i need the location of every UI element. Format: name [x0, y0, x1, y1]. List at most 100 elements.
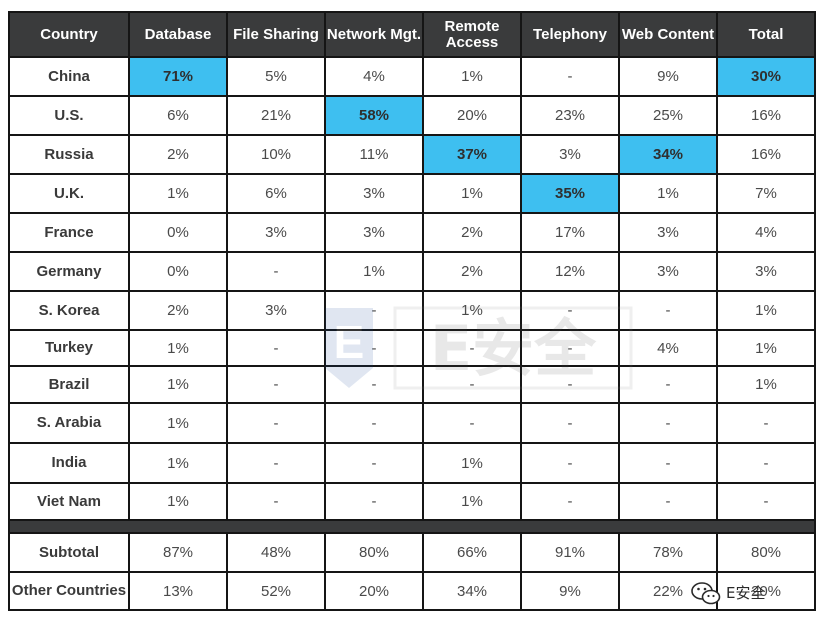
row-label: Viet Nam [10, 484, 128, 519]
table-cell: - [326, 404, 422, 442]
table-cell: - [522, 292, 618, 329]
summary-cell: 48% [228, 534, 324, 571]
summary-cell: 34% [424, 573, 520, 609]
table-cell: 20% [424, 97, 520, 134]
table-cell: - [326, 331, 422, 365]
table-cell: - [228, 331, 324, 365]
table-cell: 5% [228, 58, 324, 95]
table-cell: - [424, 367, 520, 402]
highlighted-cell: 34% [620, 136, 716, 173]
table-cell: - [522, 484, 618, 519]
table-cell: 4% [718, 214, 814, 251]
row-label: Germany [10, 253, 128, 290]
table-cell: 3% [522, 136, 618, 173]
table-cell: 2% [130, 292, 226, 329]
highlighted-cell: 37% [424, 136, 520, 173]
table-cell: 0% [130, 214, 226, 251]
column-header: Telephony [522, 13, 618, 56]
table-cell: - [326, 292, 422, 329]
table-cell: - [522, 404, 618, 442]
row-label: India [10, 444, 128, 482]
table-cell: 1% [130, 484, 226, 519]
table-cell: - [326, 444, 422, 482]
summary-cell: 9% [522, 573, 618, 609]
table-cell: 1% [130, 331, 226, 365]
highlighted-cell: 58% [326, 97, 422, 134]
table-cell: 2% [424, 214, 520, 251]
row-label: S. Arabia [10, 404, 128, 442]
column-header: Total [718, 13, 814, 56]
table-cell: 16% [718, 136, 814, 173]
table-cell: 2% [130, 136, 226, 173]
table-cell: 25% [620, 97, 716, 134]
table-cell: - [228, 444, 324, 482]
table-cell: 10% [228, 136, 324, 173]
table-cell: - [718, 404, 814, 442]
table-cell: - [522, 367, 618, 402]
table-cell: 17% [522, 214, 618, 251]
table-cell: - [522, 444, 618, 482]
table-cell: 12% [522, 253, 618, 290]
row-label: S. Korea [10, 292, 128, 329]
table-cell: - [228, 253, 324, 290]
table-cell: - [326, 367, 422, 402]
table-cell: 3% [326, 214, 422, 251]
table-cell: 6% [130, 97, 226, 134]
table-cell: - [228, 404, 324, 442]
column-header: Remote Access [424, 13, 520, 56]
summary-cell: 52% [228, 573, 324, 609]
summary-cell: 80% [326, 534, 422, 571]
table-cell: 2% [424, 253, 520, 290]
table-cell: 1% [620, 175, 716, 212]
highlighted-cell: 71% [130, 58, 226, 95]
table-cell: 9% [620, 58, 716, 95]
table-cell: 1% [718, 292, 814, 329]
row-label: France [10, 214, 128, 251]
summary-cell: 78% [620, 534, 716, 571]
table-cell: - [228, 367, 324, 402]
row-label: Russia [10, 136, 128, 173]
table-cell: 1% [718, 367, 814, 402]
row-label: Turkey [10, 331, 128, 365]
table-cell: 3% [620, 253, 716, 290]
table-cell: - [718, 484, 814, 519]
table-cell: 3% [326, 175, 422, 212]
column-header: Country [10, 13, 128, 56]
section-divider [10, 521, 814, 532]
table-cell: - [620, 444, 716, 482]
table-cell: 1% [424, 444, 520, 482]
table-cell: 23% [522, 97, 618, 134]
column-header: File Sharing [228, 13, 324, 56]
table-cell: - [718, 444, 814, 482]
column-header: Web Content [620, 13, 716, 56]
column-header: Network Mgt. [326, 13, 422, 56]
summary-cell: 20% [326, 573, 422, 609]
table-cell: 6% [228, 175, 324, 212]
table-cell: - [620, 404, 716, 442]
table-cell: - [620, 367, 716, 402]
table-cell: 16% [718, 97, 814, 134]
table-cell: 1% [424, 175, 520, 212]
summary-cell: 20% [718, 573, 814, 609]
table-cell: 7% [718, 175, 814, 212]
table-cell: 1% [130, 404, 226, 442]
summary-row-label: Other Countries [10, 573, 128, 609]
table-cell: - [424, 331, 520, 365]
table-cell: - [522, 58, 618, 95]
row-label: Brazil [10, 367, 128, 402]
table-cell: 1% [718, 331, 814, 365]
table-cell: 1% [424, 484, 520, 519]
summary-cell: 80% [718, 534, 814, 571]
table-cell: - [620, 484, 716, 519]
table-cell: 1% [130, 367, 226, 402]
table-cell: - [424, 404, 520, 442]
table-cell: 3% [718, 253, 814, 290]
summary-cell: 87% [130, 534, 226, 571]
table-cell: 21% [228, 97, 324, 134]
highlighted-cell: 30% [718, 58, 814, 95]
table-cell: 3% [620, 214, 716, 251]
table-cell: 3% [228, 292, 324, 329]
table-cell: 1% [130, 444, 226, 482]
summary-row-label: Subtotal [10, 534, 128, 571]
table-cell: 4% [326, 58, 422, 95]
